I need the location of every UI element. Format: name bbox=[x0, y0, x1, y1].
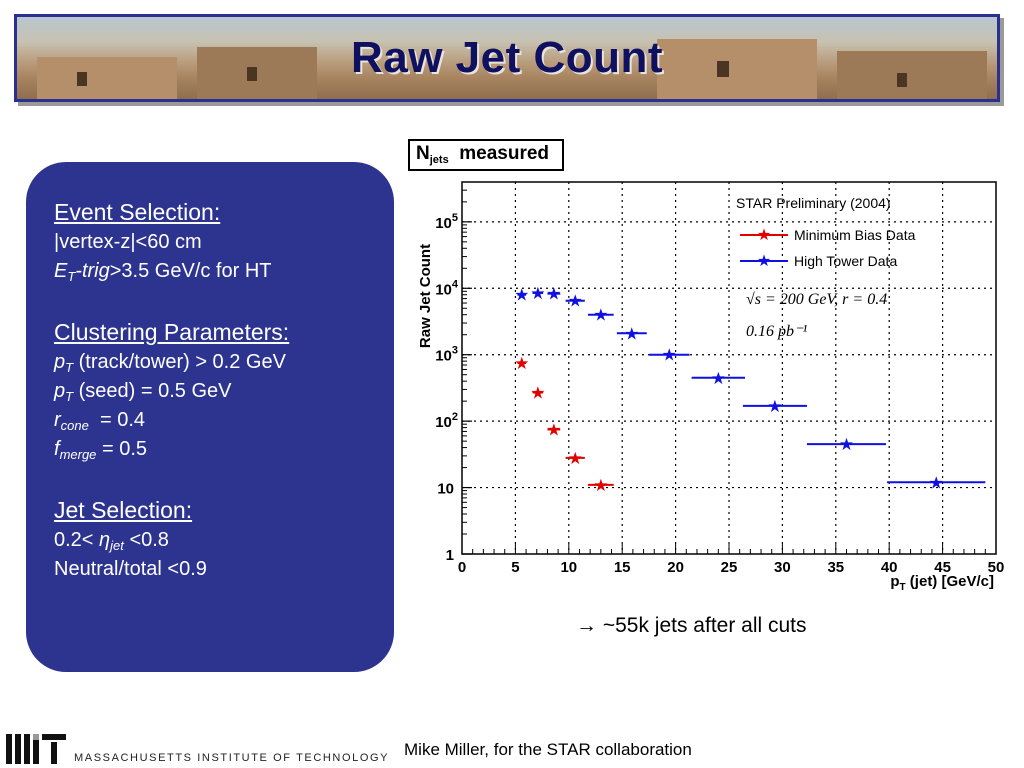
legend-star-min-bias: ★ bbox=[757, 227, 771, 244]
njets-label-box: Njets measured bbox=[408, 139, 564, 171]
high-tower-point: ★ bbox=[624, 324, 639, 343]
high-tower-point: ★ bbox=[546, 285, 561, 304]
event-selection-heading: Event Selection: bbox=[54, 199, 221, 225]
y-axis-label: Raw Jet Count bbox=[417, 244, 434, 348]
et-trigger-cut: ET-trig>3.5 GeV/c for HT bbox=[54, 260, 272, 284]
neutral-cut: Neutral/total <0.9 bbox=[54, 558, 207, 580]
vertex-cut: |vertex-z|<60 cm bbox=[54, 231, 202, 253]
axis-ticks: 0 5 10 15 20 25 30 35 40 45 50 1 10 102 103 104 105 bbox=[435, 189, 1005, 576]
min-bias-point: ★ bbox=[530, 383, 545, 402]
energy-label: √s = 200 GeV, r = 0.4 bbox=[746, 291, 887, 308]
f-merge-value: fmerge = 0.5 bbox=[54, 438, 148, 462]
x-tick-label: 25 bbox=[721, 559, 738, 576]
banner-building bbox=[37, 57, 177, 99]
luminosity-label: 0.16 pb⁻¹ bbox=[746, 323, 807, 340]
author-credit: Mike Miller, for the STAR collaboration bbox=[404, 740, 692, 759]
selection-panel: Event Selection: |vertex-z|<60 cm ET-tri… bbox=[26, 162, 394, 672]
y-tick-label: 104 bbox=[435, 278, 459, 298]
min-bias-point: ★ bbox=[514, 354, 529, 373]
x-tick-label: 15 bbox=[614, 559, 631, 576]
x-tick-label: 5 bbox=[511, 559, 519, 576]
y-tick-label: 105 bbox=[435, 212, 458, 232]
high-tower-point: ★ bbox=[929, 473, 944, 492]
high-tower-point: ★ bbox=[839, 435, 854, 454]
y-tick-label: 103 bbox=[435, 345, 458, 365]
y-tick-label: 102 bbox=[435, 411, 458, 431]
grid-lines bbox=[462, 182, 996, 554]
banner-window bbox=[247, 67, 257, 81]
banner-window bbox=[77, 72, 87, 86]
legend-star-high-tower: ★ bbox=[757, 253, 771, 270]
legend-entry-min-bias: Minimum Bias Data bbox=[794, 227, 916, 243]
x-tick-label: 10 bbox=[560, 559, 577, 576]
x-axis-label: pT (jet) [GeV/c] bbox=[890, 573, 994, 593]
data-points: ★★★★★★ ★ ★ ★★★★★★★★ bbox=[514, 284, 986, 495]
title-banner: Raw Jet Count bbox=[14, 14, 1000, 102]
banner-building bbox=[837, 51, 987, 99]
high-tower-point: ★ bbox=[514, 286, 529, 305]
x-tick-label: 40 bbox=[881, 559, 898, 576]
high-tower-point: ★ bbox=[593, 306, 608, 325]
high-tower-point: ★ bbox=[568, 292, 583, 311]
banner-building bbox=[197, 47, 317, 99]
slide-title: Raw Jet Count bbox=[350, 33, 664, 82]
banner-window bbox=[717, 61, 729, 77]
x-tick-label: 35 bbox=[827, 559, 844, 576]
legend: ★ Minimum Bias Data ★ High Tower Data bbox=[740, 227, 916, 270]
x-tick-label: 0 bbox=[458, 559, 466, 576]
min-bias-point: ★ bbox=[546, 420, 561, 439]
x-tick-label: 50 bbox=[988, 559, 1005, 576]
x-tick-label: 20 bbox=[667, 559, 684, 576]
banner-window bbox=[897, 73, 907, 87]
star-preliminary-annotation: STAR Preliminary (2004) bbox=[736, 195, 891, 211]
mit-logo-icon bbox=[6, 734, 66, 764]
high-tower-point: ★ bbox=[711, 369, 726, 388]
jet-selection-heading: Jet Selection: bbox=[54, 497, 193, 523]
banner-building bbox=[657, 39, 817, 99]
clustering-heading: Clustering Parameters: bbox=[54, 319, 290, 345]
jets-after-cuts-note: → ~55k jets after all cuts bbox=[576, 614, 807, 637]
high-tower-point: ★ bbox=[530, 284, 545, 303]
y-tick-label: 10 bbox=[437, 481, 454, 498]
min-bias-point: ★ bbox=[593, 476, 608, 495]
high-tower-point: ★ bbox=[767, 397, 782, 416]
x-tick-label: 45 bbox=[934, 559, 951, 576]
legend-entry-high-tower: High Tower Data bbox=[794, 253, 897, 269]
eta-cut: 0.2< ηjet <0.8 bbox=[54, 529, 169, 553]
institution-name: MASSACHUSETTS INSTITUTE OF TECHNOLOGY bbox=[74, 752, 390, 764]
y-tick-label: 1 bbox=[446, 547, 454, 564]
x-tick-label: 30 bbox=[774, 559, 791, 576]
high-tower-point: ★ bbox=[662, 346, 677, 365]
pt-track-cut: pT (track/tower) > 0.2 GeV bbox=[54, 351, 286, 375]
r-cone-value: rcone = 0.4 bbox=[54, 409, 146, 433]
pt-seed-cut: pT (seed) = 0.5 GeV bbox=[54, 380, 232, 404]
min-bias-point: ★ bbox=[568, 449, 583, 468]
